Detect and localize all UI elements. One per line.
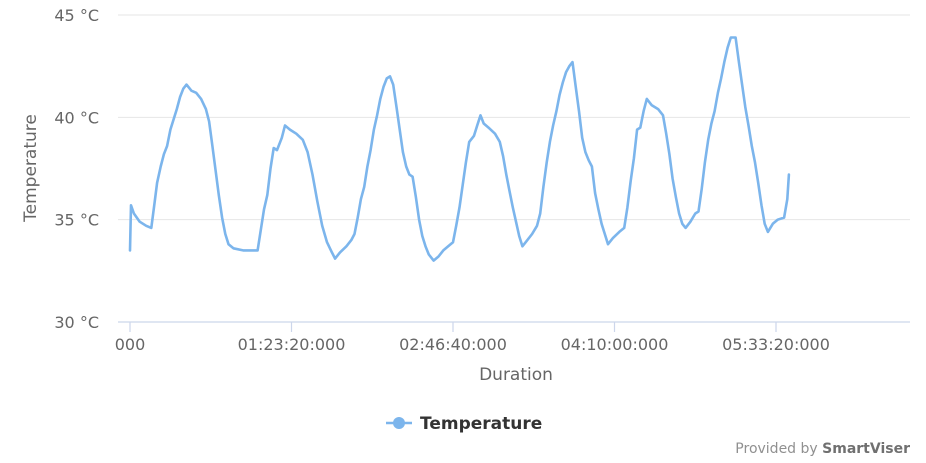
y-axis-ticks: 30 °C 35 °C 40 °C 45 °C (54, 6, 99, 332)
legend-marker-icon (393, 417, 405, 429)
y-tick-label: 30 °C (54, 313, 99, 332)
legend-label: Temperature (420, 414, 542, 434)
x-axis: 000 01:23:20:000 02:46:40:000 04:10:00:000 0… (115, 321, 910, 354)
y-tick-label: 45 °C (54, 6, 99, 25)
legend-item-temperature[interactable]: Temperature (386, 414, 542, 434)
credits-prefix: Provided by (735, 441, 818, 457)
x-tick-label: 05:33:20:000 (722, 335, 830, 354)
x-tick-label: 04:10:00:000 (561, 335, 669, 354)
credits-link[interactable]: Provided by SmartViser (735, 441, 910, 457)
x-axis-title: Duration (479, 365, 553, 385)
x-tick-label: 000 (115, 335, 146, 354)
credits-brand: SmartViser (822, 441, 910, 457)
y-axis-title: Temperature (21, 114, 41, 223)
y-tick-label: 40 °C (54, 108, 99, 127)
x-tick-label: 01:23:20:000 (238, 335, 346, 354)
y-tick-label: 35 °C (54, 211, 99, 230)
temperature-line (128, 36, 791, 262)
x-tick-label: 02:46:40:000 (399, 335, 507, 354)
grid-lines (118, 14, 910, 221)
